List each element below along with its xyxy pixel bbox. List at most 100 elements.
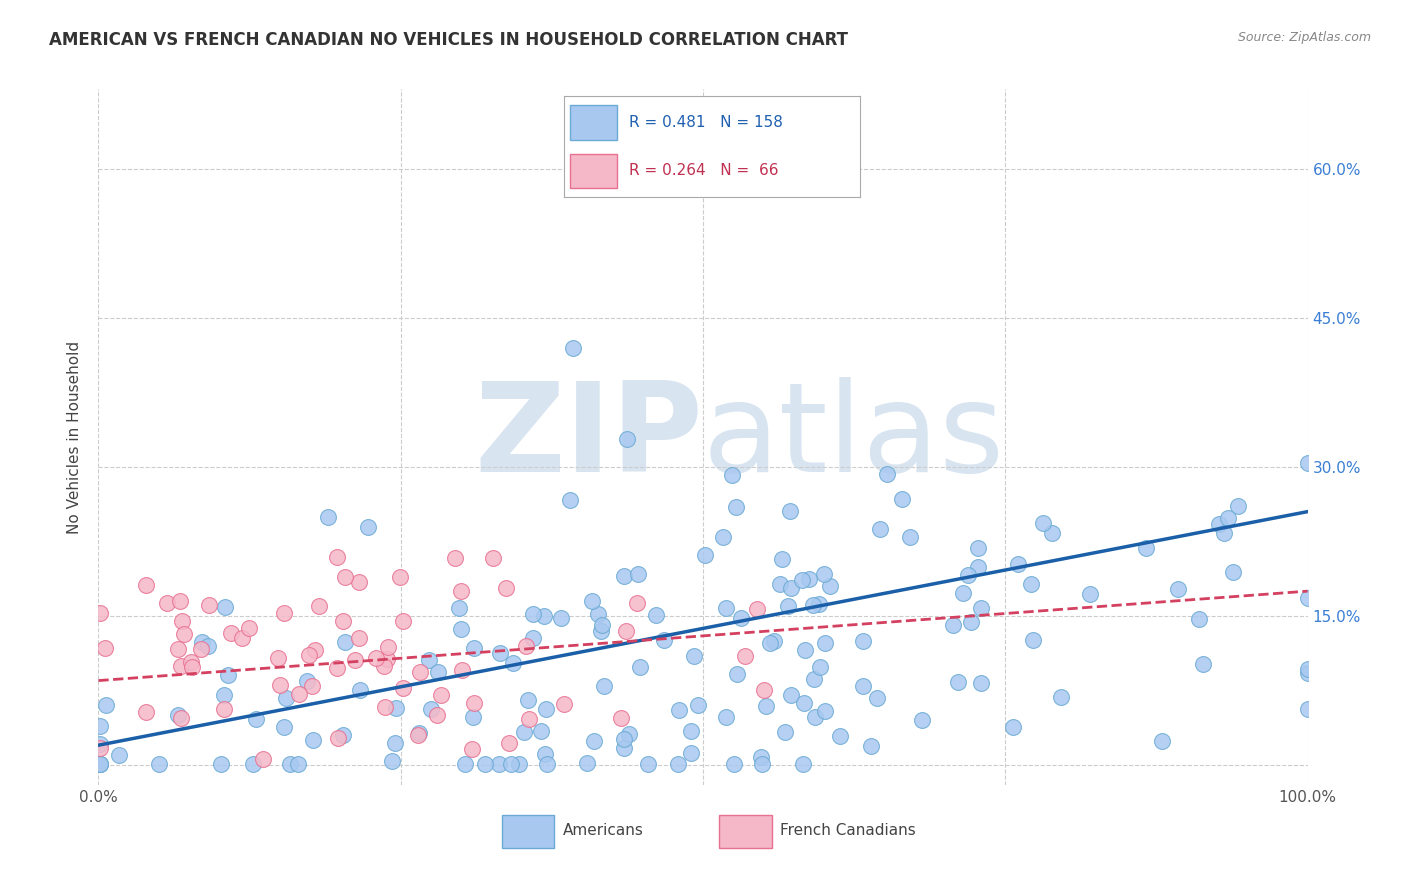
- Point: [278, 757, 301, 772]
- Point: [108, 747, 131, 762]
- Point: [273, 720, 295, 734]
- Point: [89, 757, 111, 772]
- Point: [1040, 526, 1063, 541]
- Point: [288, 688, 311, 702]
- Point: [148, 757, 170, 772]
- Point: [758, 636, 780, 650]
- Point: [349, 683, 371, 698]
- Point: [418, 653, 440, 667]
- Point: [444, 551, 467, 566]
- Point: [688, 698, 710, 713]
- Point: [269, 678, 291, 692]
- Point: [501, 757, 523, 772]
- Point: [946, 675, 969, 690]
- Point: [461, 710, 484, 724]
- Point: [522, 607, 544, 622]
- Point: [714, 601, 737, 615]
- Point: [89, 757, 111, 772]
- Point: [762, 633, 785, 648]
- Point: [252, 752, 274, 766]
- Point: [170, 711, 193, 725]
- Point: [1078, 587, 1101, 601]
- Point: [463, 641, 485, 656]
- Point: [1296, 702, 1319, 716]
- Point: [679, 724, 702, 739]
- Point: [1222, 565, 1244, 579]
- Point: [610, 711, 633, 725]
- Point: [1296, 666, 1319, 681]
- Point: [167, 708, 190, 723]
- Point: [135, 578, 157, 592]
- Point: [967, 560, 990, 574]
- Point: [779, 504, 801, 518]
- Point: [560, 492, 582, 507]
- Point: [356, 520, 378, 534]
- Point: [169, 594, 191, 608]
- Point: [723, 757, 745, 772]
- Point: [614, 624, 637, 638]
- Point: [190, 642, 212, 657]
- Point: [852, 634, 875, 648]
- Point: [463, 697, 485, 711]
- Point: [794, 643, 817, 657]
- Point: [304, 643, 326, 657]
- Point: [502, 656, 524, 670]
- Point: [959, 615, 981, 629]
- Point: [461, 741, 484, 756]
- Point: [533, 609, 555, 624]
- Point: [628, 660, 651, 674]
- Point: [426, 708, 449, 723]
- Point: [217, 668, 239, 682]
- Point: [869, 522, 891, 536]
- Point: [214, 599, 236, 614]
- Point: [613, 569, 636, 583]
- Point: [212, 688, 235, 702]
- Point: [536, 757, 558, 772]
- Point: [593, 679, 616, 693]
- Point: [1296, 591, 1319, 605]
- Point: [409, 665, 432, 679]
- Point: [852, 679, 875, 693]
- Point: [725, 667, 748, 681]
- Point: [333, 634, 356, 648]
- Point: [287, 757, 309, 772]
- Point: [450, 584, 472, 599]
- Point: [426, 665, 449, 679]
- Point: [683, 648, 706, 663]
- Point: [793, 696, 815, 710]
- Point: [169, 659, 191, 673]
- Point: [666, 757, 689, 772]
- Point: [1296, 456, 1319, 470]
- Point: [517, 712, 540, 726]
- Point: [392, 681, 415, 695]
- Point: [238, 621, 260, 635]
- Point: [752, 682, 775, 697]
- Point: [325, 661, 347, 675]
- Point: [389, 570, 412, 584]
- Point: [482, 550, 505, 565]
- Point: [516, 693, 538, 707]
- Point: [180, 660, 202, 674]
- Point: [332, 614, 354, 628]
- Point: [776, 599, 799, 613]
- Point: [813, 567, 835, 582]
- Point: [956, 568, 979, 582]
- Point: [219, 626, 242, 640]
- Point: [814, 636, 837, 650]
- Point: [301, 680, 323, 694]
- Point: [1007, 558, 1029, 572]
- Point: [332, 728, 354, 742]
- Point: [730, 611, 752, 625]
- Point: [156, 596, 179, 610]
- Point: [231, 631, 253, 645]
- Point: [890, 492, 912, 507]
- Point: [1188, 612, 1211, 626]
- Point: [1050, 690, 1073, 704]
- Point: [298, 648, 321, 662]
- Point: [89, 757, 111, 772]
- Point: [166, 642, 188, 657]
- Point: [1208, 517, 1230, 532]
- Point: [170, 614, 193, 628]
- Point: [681, 746, 703, 760]
- Point: [450, 663, 472, 677]
